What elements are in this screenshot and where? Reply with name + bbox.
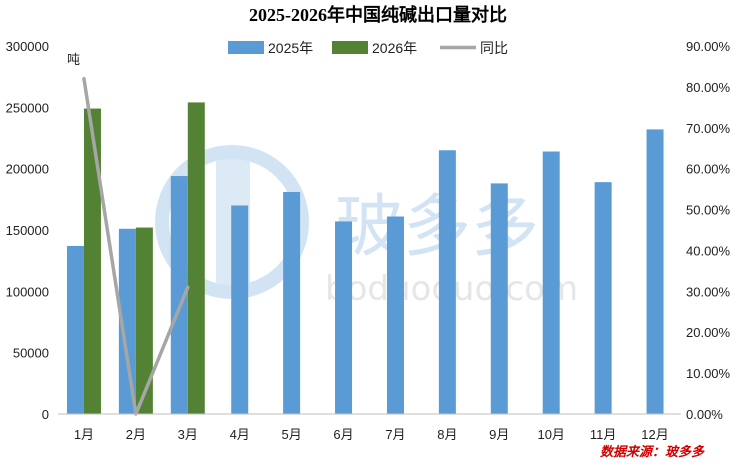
watermark-text: 玻多多 bbox=[335, 188, 539, 267]
x-tick-label: 3月 bbox=[178, 427, 198, 442]
x-tick-label: 2月 bbox=[126, 427, 146, 442]
y2-tick-label: 20.00% bbox=[686, 325, 731, 340]
bar-2026年-1月 bbox=[83, 108, 101, 414]
x-tick-label: 5月 bbox=[282, 427, 302, 442]
y-tick-label: 200000 bbox=[6, 162, 49, 177]
watermark: 玻多多 boduoduo.com bbox=[155, 145, 578, 309]
x-tick-label: 12月 bbox=[641, 427, 668, 442]
legend-swatch bbox=[332, 41, 368, 54]
y2-axis: 0.00% 10.00% 20.00% 30.00% 40.00% 50.00% 60.00… bbox=[686, 39, 731, 422]
y-axis-unit: 吨 bbox=[67, 52, 80, 67]
y2-tick-label: 80.00% bbox=[686, 80, 731, 95]
bar-2025年-12月 bbox=[646, 129, 664, 414]
x-tick-label: 8月 bbox=[437, 427, 457, 442]
y2-tick-label: 0.00% bbox=[686, 407, 723, 422]
legend-label: 2026年 bbox=[372, 40, 417, 56]
source-note: 数据来源：玻多多 bbox=[600, 444, 705, 459]
x-tick-label: 4月 bbox=[230, 427, 250, 442]
y-tick-label: 250000 bbox=[6, 100, 49, 115]
bar-2025年-5月 bbox=[283, 191, 301, 414]
legend-label: 2025年 bbox=[268, 40, 313, 56]
y2-tick-label: 90.00% bbox=[686, 39, 731, 54]
bar-2025年-6月 bbox=[335, 221, 353, 414]
x-tick-label: 9月 bbox=[489, 427, 509, 442]
bar-2026年-2月 bbox=[135, 227, 153, 414]
y-tick-label: 100000 bbox=[6, 284, 49, 299]
y2-tick-label: 30.00% bbox=[686, 284, 731, 299]
bar-2025年-7月 bbox=[386, 216, 404, 414]
x-tick-label: 11月 bbox=[590, 427, 617, 442]
y-tick-label: 50000 bbox=[13, 346, 49, 361]
bar-2025年-1月 bbox=[66, 245, 84, 414]
y2-tick-label: 60.00% bbox=[686, 162, 731, 177]
bar-2025年-11月 bbox=[594, 182, 612, 414]
y2-tick-label: 50.00% bbox=[686, 203, 731, 218]
bar-2025年-4月 bbox=[231, 205, 249, 414]
bar-2025年-8月 bbox=[438, 150, 456, 414]
x-tick-label: 10月 bbox=[537, 427, 564, 442]
legend-label: 同比 bbox=[480, 40, 508, 56]
x-tick-label: 7月 bbox=[385, 427, 405, 442]
x-tick-label: 6月 bbox=[333, 427, 353, 442]
bars bbox=[66, 102, 664, 414]
chart-title: 2025-2026年中国纯碱出口量对比 bbox=[249, 4, 507, 25]
y2-tick-label: 40.00% bbox=[686, 243, 731, 258]
bar-2025年-2月 bbox=[118, 228, 136, 414]
bar-2025年-3月 bbox=[170, 176, 188, 414]
bar-2026年-3月 bbox=[187, 102, 205, 414]
y-tick-label: 150000 bbox=[6, 223, 49, 238]
bar-2025年-10月 bbox=[542, 151, 560, 414]
bar-2025年-9月 bbox=[490, 183, 508, 414]
y2-tick-label: 10.00% bbox=[686, 366, 731, 381]
y-tick-label: 0 bbox=[42, 407, 49, 422]
x-axis: 1月 2月 3月 4月 5月 6月 7月 8月 9月 10月 11月 12月 bbox=[74, 427, 669, 442]
x-tick-label: 1月 bbox=[74, 427, 94, 442]
legend-swatch bbox=[228, 41, 264, 54]
y-tick-label: 300000 bbox=[6, 39, 49, 54]
y2-tick-label: 70.00% bbox=[686, 121, 731, 136]
y-axis: 0 50000 100000 150000 200000 250000 300000 bbox=[6, 39, 49, 422]
legend: 2025年 2026年 同比 bbox=[228, 40, 508, 56]
